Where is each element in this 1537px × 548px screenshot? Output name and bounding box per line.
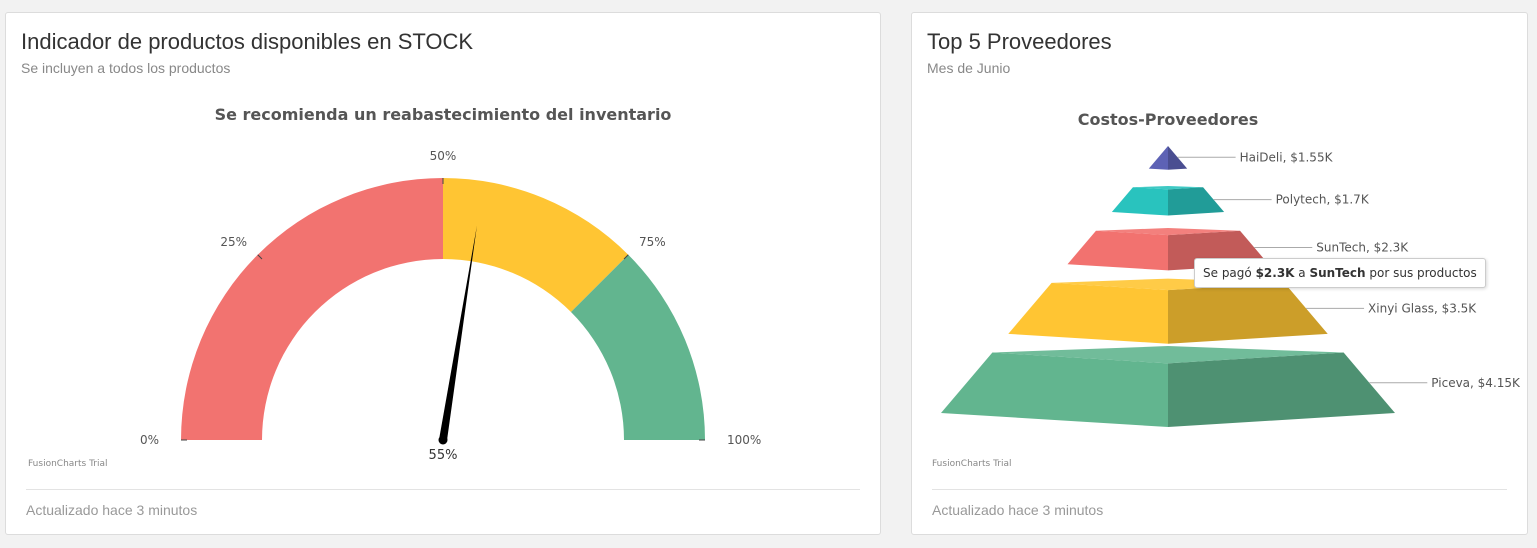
- pyramid-card-footer: Actualizado hace 3 minutos: [932, 502, 1104, 518]
- gauge-watermark: FusionCharts Trial: [28, 459, 107, 469]
- tooltip-amount: $2.3K: [1255, 266, 1295, 280]
- gauge-card-divider: [26, 489, 860, 490]
- pyramid-layer-piceva[interactable]: [941, 346, 1395, 427]
- pyramid-card: Top 5 Proveedores Mes de Junio Costos-Pr…: [911, 12, 1528, 535]
- gauge-band-0[interactable]: [181, 178, 443, 440]
- gauge-chart-title: Se recomienda un reabastecimiento del in…: [215, 105, 672, 124]
- gauge-card-subtitle: Se incluyen a todos los productos: [21, 60, 231, 76]
- tooltip-prefix: Se pagó: [1203, 266, 1256, 280]
- gauge-chart[interactable]: Se recomienda un reabastecimiento del in…: [6, 13, 880, 483]
- pyramid-layer-haideli[interactable]: [1148, 146, 1188, 170]
- gauge-needle: [439, 225, 477, 441]
- gauge-tick-label: 25%: [220, 235, 247, 249]
- gauge-tick-label: 100%: [727, 433, 761, 447]
- gauge-tick-mark: [257, 254, 263, 260]
- pyramid-card-divider: [932, 489, 1507, 490]
- pyramid-label: HaiDeli, $1.55K: [1240, 150, 1334, 164]
- gauge-tick-label: 50%: [430, 149, 457, 163]
- gauge-card-title: Indicador de productos disponibles en ST…: [21, 29, 474, 54]
- gauge-tick-mark: [623, 254, 629, 260]
- gauge-band-1[interactable]: [443, 178, 629, 313]
- pyramid-tooltip: Se pagó $2.3K a SunTech por sus producto…: [1194, 258, 1486, 288]
- gauge-band-2[interactable]: [570, 254, 705, 440]
- pyramid-watermark: FusionCharts Trial: [932, 459, 1011, 469]
- gauge-card: Indicador de productos disponibles en ST…: [5, 12, 881, 535]
- tooltip-middle: a: [1294, 266, 1310, 280]
- gauge-card-footer: Actualizado hace 3 minutos: [26, 502, 198, 518]
- pyramid-label: Xinyi Glass, $3.5K: [1368, 301, 1477, 315]
- pyramid-label: Piceva, $4.15K: [1431, 376, 1521, 390]
- gauge-needle-pivot: [438, 435, 448, 445]
- pyramid-chart-title: Costos-Proveedores: [1078, 110, 1259, 129]
- pyramid-label: SunTech, $2.3K: [1316, 240, 1409, 254]
- pyramid-card-title: Top 5 Proveedores: [927, 29, 1112, 54]
- gauge-tick-label: 75%: [639, 235, 666, 249]
- pyramid-layer-polytech[interactable]: [1111, 185, 1225, 216]
- tooltip-suffix: por sus productos: [1365, 266, 1477, 280]
- tooltip-supplier: SunTech: [1309, 266, 1366, 280]
- gauge-value-label: 55%: [429, 448, 458, 463]
- pyramid-label: Polytech, $1.7K: [1276, 193, 1370, 207]
- pyramid-chart[interactable]: Costos-Proveedores HaiDeli, $1.55K Polyte…: [912, 13, 1527, 483]
- gauge-tick-label: 0%: [140, 433, 159, 447]
- pyramid-card-subtitle: Mes de Junio: [927, 60, 1011, 76]
- pyramid-layer-xinyi-glass[interactable]: [1008, 278, 1328, 344]
